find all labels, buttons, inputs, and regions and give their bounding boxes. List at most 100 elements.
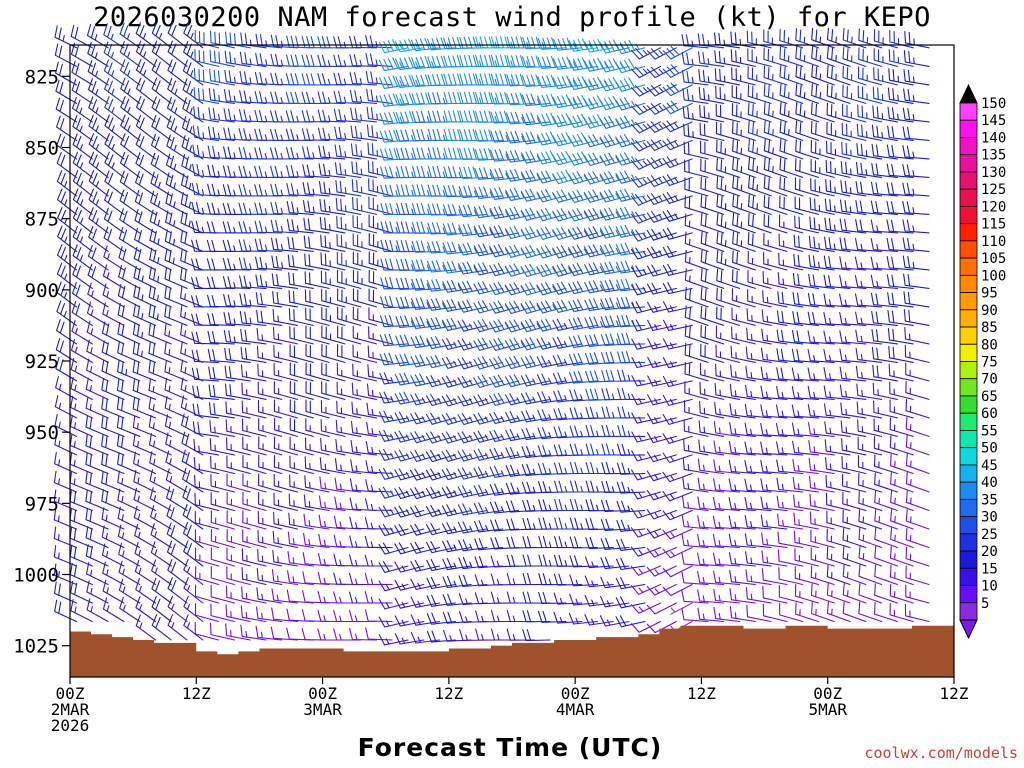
wind-barb: [427, 165, 456, 179]
wind-barb: [615, 596, 646, 609]
wind-barb: [553, 390, 583, 403]
wind-barb: [151, 614, 172, 641]
wind-barb: [207, 312, 235, 326]
wind-barb: [194, 474, 220, 493]
wind-barb: [890, 471, 914, 493]
wind-barb: [150, 541, 172, 567]
y-tick-label: 925: [25, 351, 59, 373]
wind-barb: [365, 460, 393, 475]
wind-barb: [368, 178, 393, 197]
wind-barb: [826, 601, 851, 623]
wind-barb: [522, 517, 551, 531]
wind-barb: [148, 378, 172, 400]
wind-barb: [715, 344, 741, 363]
wind-barb: [427, 73, 456, 87]
wind-barb: [747, 194, 772, 215]
wind-barb: [238, 109, 267, 123]
wind-barb: [104, 77, 125, 104]
wind-barb: [807, 330, 835, 345]
wind-barb: [255, 292, 283, 308]
wind-barb: [255, 33, 283, 49]
wind-barb: [662, 471, 693, 483]
wind-barb: [166, 134, 188, 160]
wind-barb: [117, 340, 141, 363]
wind-barb: [504, 282, 535, 296]
wind-barb: [681, 514, 709, 530]
wind-barb: [536, 318, 567, 332]
wind-barb: [351, 161, 378, 178]
wind-barb: [839, 218, 867, 234]
wind-barb: [379, 391, 409, 404]
wind-barb: [760, 366, 788, 382]
wind-barb: [732, 231, 756, 252]
wind-barb: [568, 113, 599, 129]
wind-barb: [552, 299, 583, 313]
wind-barb: [840, 420, 867, 437]
wind-barb: [552, 56, 583, 70]
wind-barb: [443, 128, 472, 141]
wind-barb: [825, 160, 851, 178]
wind-barb: [349, 35, 378, 49]
wind-barb: [684, 177, 709, 197]
wind-barb: [870, 200, 898, 215]
wind-barb: [54, 395, 78, 419]
wind-barb: [599, 243, 630, 257]
wind-barb: [615, 242, 646, 256]
wind-barb: [395, 296, 425, 309]
x-tick-label: 5MAR: [808, 700, 847, 719]
wind-barb: [712, 496, 741, 512]
wind-barb: [302, 199, 330, 215]
wind-barb: [616, 314, 646, 328]
wind-barb: [760, 385, 788, 400]
wind-barb: [351, 401, 378, 419]
wind-barb: [662, 491, 693, 502]
wind-barb: [166, 115, 188, 141]
wind-barb: [334, 126, 362, 141]
wind-barb: [165, 172, 188, 197]
wind-barb: [538, 573, 567, 586]
wind-barb: [441, 356, 472, 369]
wind-barb: [180, 377, 204, 400]
wind-barb: [888, 345, 914, 363]
wind-barb: [617, 351, 646, 364]
wind-barb: [584, 614, 614, 626]
wind-barb: [536, 263, 567, 278]
wind-barb: [240, 328, 267, 345]
wind-barb: [289, 436, 314, 456]
wind-barb: [874, 564, 898, 586]
wind-barb: [394, 411, 425, 424]
wind-barb: [745, 551, 772, 567]
wind-barb: [321, 343, 346, 363]
wind-barb: [101, 543, 125, 567]
wind-barb: [54, 43, 78, 67]
wind-barb: [536, 282, 567, 296]
x-tick-label: 4MAR: [556, 700, 595, 719]
wind-barb: [410, 505, 441, 518]
wind-barb: [823, 274, 851, 289]
wind-barb: [151, 559, 172, 586]
wind-barb: [101, 321, 125, 345]
wind-barb: [744, 422, 772, 437]
colorbar-label: 80: [981, 337, 998, 353]
wind-barb: [855, 347, 883, 363]
wind-barb: [135, 59, 157, 86]
wind-barb: [826, 583, 851, 604]
wind-barb: [583, 152, 614, 167]
wind-barb: [617, 387, 646, 401]
wind-barb: [272, 326, 299, 345]
wind-barb: [583, 207, 614, 222]
wind-barb: [552, 336, 583, 349]
wind-barb: [855, 311, 883, 326]
wind-barb: [368, 232, 393, 252]
wind-barb: [208, 107, 235, 123]
wind-barb: [55, 79, 78, 104]
wind-barb: [182, 78, 204, 104]
wind-barb: [728, 497, 756, 512]
wind-barb: [53, 526, 78, 549]
wind-barb: [714, 402, 741, 419]
wind-barb: [744, 460, 772, 475]
wind-barb: [646, 470, 677, 482]
wind-barb: [858, 28, 883, 49]
wind-barb: [222, 184, 251, 197]
wind-barb: [890, 490, 914, 512]
